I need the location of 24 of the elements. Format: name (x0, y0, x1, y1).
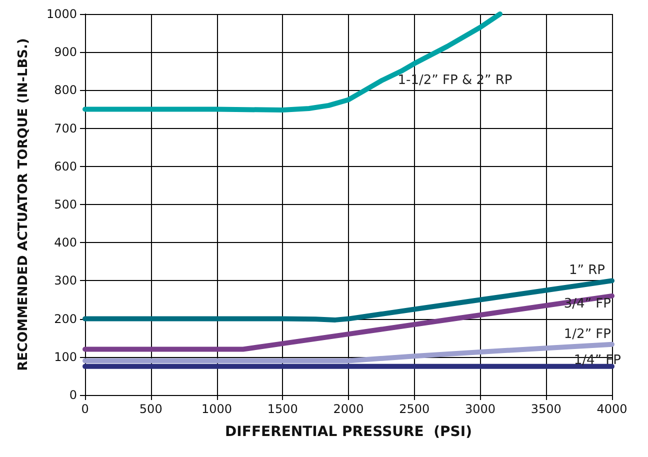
y-tick-label: 200 (54, 312, 77, 326)
x-tick-label: 3000 (464, 402, 496, 416)
y-tick-label: 600 (54, 159, 77, 174)
y-tick-label: 0 (69, 388, 77, 402)
y-tick-label: 400 (54, 236, 77, 250)
x-tick-label: 3500 (530, 402, 562, 416)
y-tick-label: 500 (54, 198, 77, 212)
y-tick-label: 300 (54, 274, 77, 288)
x-tick-label: 500 (139, 402, 162, 416)
x-axis-title: DIFFERENTIAL PRESSURE (PSI) (225, 424, 472, 440)
y-axis-title: RECOMMENDED ACTUATOR TORQUE (IN-LBS.) (16, 38, 31, 371)
x-tick-label: 1500 (267, 402, 298, 416)
x-tick-label: 2000 (333, 402, 364, 416)
x-tick-label: 0 (81, 402, 89, 416)
x-tick-label: 4000 (596, 402, 628, 416)
x-tick-label: 2500 (399, 402, 430, 416)
y-tick-label: 700 (54, 121, 77, 136)
y-tick-label: 800 (54, 83, 77, 98)
x-tick-label: 1000 (201, 402, 232, 416)
series-label: 1/2” FP (564, 326, 612, 342)
series-label: 1” RP (568, 263, 606, 278)
y-tick-label: 100 (54, 350, 77, 364)
y-tick-label: 900 (54, 45, 77, 60)
y-tick-label: 1000 (46, 7, 77, 21)
